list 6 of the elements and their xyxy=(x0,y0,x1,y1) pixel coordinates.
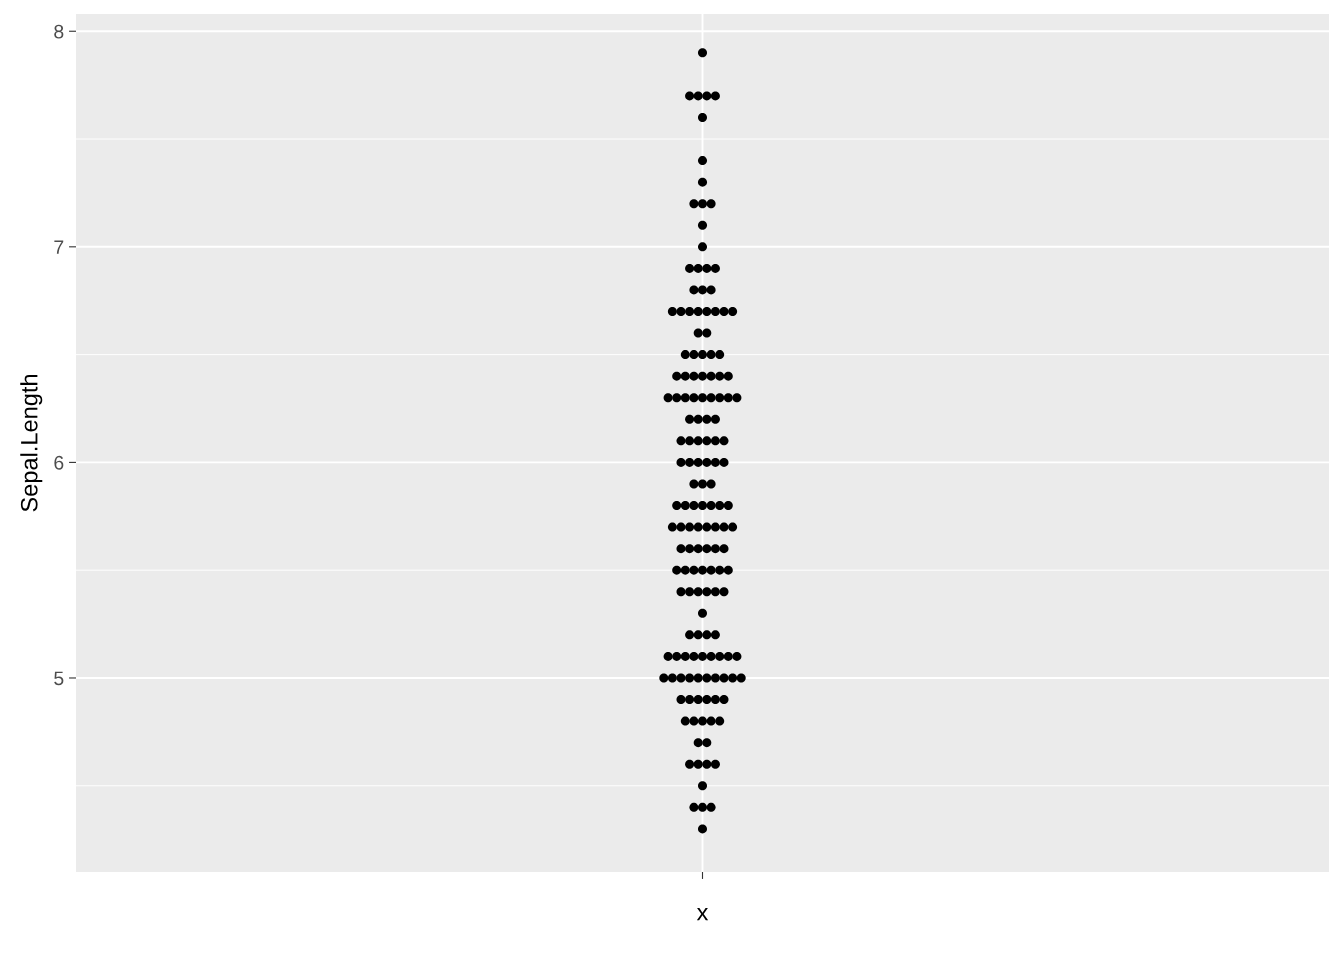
y-tick-label: 6 xyxy=(54,455,64,470)
y-tick-label: 8 xyxy=(54,24,64,39)
y-tick-label: 5 xyxy=(54,671,64,686)
y-tick-label: 7 xyxy=(54,240,64,254)
x-axis-title: x xyxy=(696,907,709,921)
y-axis-title: Sepal.Length xyxy=(20,374,43,512)
